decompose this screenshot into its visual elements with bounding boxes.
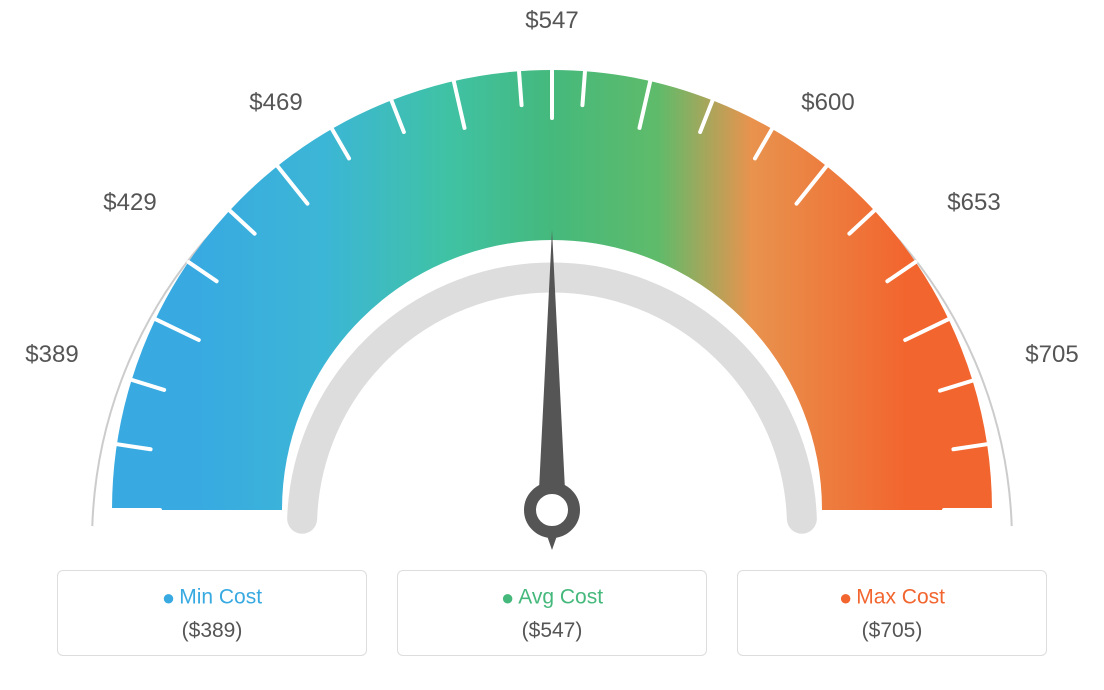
- legend-card-avg: ●Avg Cost ($547): [397, 570, 707, 656]
- svg-text:$389: $389: [25, 341, 78, 368]
- cost-gauge-chart: $389 $429 $469 $547 $600 $653 $705: [0, 0, 1104, 560]
- legend-row: ●Min Cost ($389) ●Avg Cost ($547) ●Max C…: [0, 570, 1104, 656]
- legend-text-min: Min Cost: [179, 586, 262, 609]
- svg-text:$600: $600: [801, 89, 854, 116]
- gauge-svg: $389 $429 $469 $547 $600 $653 $705: [0, 0, 1104, 560]
- legend-text-max: Max Cost: [856, 586, 945, 609]
- svg-text:$653: $653: [947, 189, 1000, 216]
- legend-label-max: ●Max Cost: [738, 585, 1046, 611]
- svg-text:$547: $547: [525, 7, 578, 34]
- legend-value-min: ($389): [58, 619, 366, 643]
- legend-value-avg: ($547): [398, 619, 706, 643]
- legend-dot-min: ●: [162, 585, 175, 610]
- legend-dot-max: ●: [839, 585, 852, 610]
- legend-label-min: ●Min Cost: [58, 585, 366, 611]
- legend-value-max: ($705): [738, 619, 1046, 643]
- svg-text:$469: $469: [249, 89, 302, 116]
- legend-card-min: ●Min Cost ($389): [57, 570, 367, 656]
- svg-text:$705: $705: [1025, 341, 1078, 368]
- legend-text-avg: Avg Cost: [518, 586, 603, 609]
- legend-card-max: ●Max Cost ($705): [737, 570, 1047, 656]
- svg-text:$429: $429: [103, 189, 156, 216]
- legend-label-avg: ●Avg Cost: [398, 585, 706, 611]
- legend-dot-avg: ●: [501, 585, 514, 610]
